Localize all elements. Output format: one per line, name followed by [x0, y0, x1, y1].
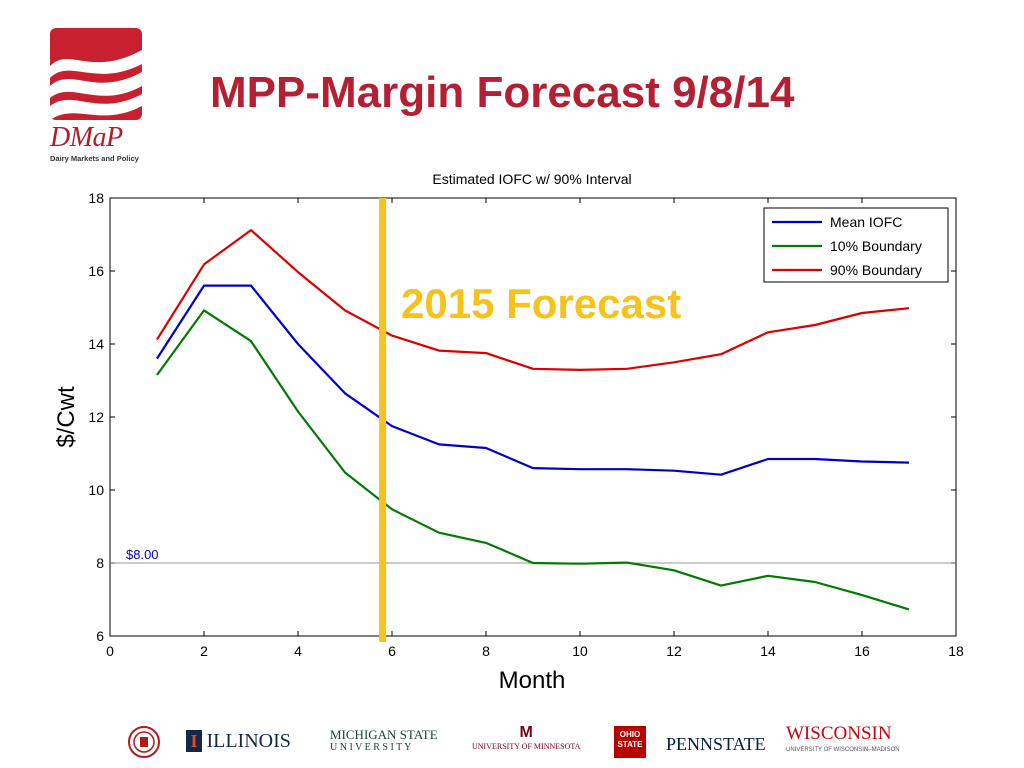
- y-tick-label: 18: [88, 190, 104, 206]
- x-axis-label: Month: [499, 667, 566, 694]
- legend-label: 90% Boundary: [830, 262, 922, 278]
- reference-label: $8.00: [126, 547, 159, 562]
- x-tick-label: 2: [200, 643, 208, 659]
- x-tick-label: 10: [572, 643, 588, 659]
- illinois-i-icon: I: [186, 730, 202, 752]
- dmap-logo: DMaP Dairy Markets and Policy: [50, 28, 146, 168]
- footer-logos: I ILLINOIS MICHIGAN STATE U N I V E R S …: [0, 720, 1024, 768]
- x-tick-label: 0: [106, 643, 114, 659]
- wisconsin-sub: UNIVERSITY OF WISCONSIN–MADISON: [786, 747, 900, 753]
- ohio-state-wordmark: OHIO STATE: [614, 726, 646, 758]
- y-tick-label: 12: [88, 409, 104, 425]
- pennstate-logo: PENNSTATE: [666, 734, 766, 755]
- x-tick-label: 18: [948, 643, 964, 659]
- legend-label: Mean IOFC: [830, 214, 902, 230]
- minnesota-logo: M UNIVERSITY OF MINNESOTA: [472, 724, 580, 751]
- msu-logo: MICHIGAN STATE U N I V E R S I T Y: [330, 728, 438, 754]
- slide-title: MPP-Margin Forecast 9/8/14: [210, 68, 795, 117]
- wave-logo-icon: [50, 28, 142, 120]
- x-tick-label: 4: [294, 643, 302, 659]
- iofc-chart: Estimated IOFC w/ 90% Interval 0 2 4 6 8 10 12…: [53, 171, 964, 694]
- x-tick-label: 12: [666, 643, 682, 659]
- x-tick-label: 14: [760, 643, 776, 659]
- series-line-1: [156, 284, 910, 476]
- y-tick-label: 8: [96, 555, 104, 571]
- y-tick-label: 10: [88, 482, 104, 498]
- series-line-2: [156, 309, 910, 611]
- chart-title: Estimated IOFC w/ 90% Interval: [432, 171, 631, 187]
- logo-tagline: Dairy Markets and Policy: [50, 154, 139, 163]
- minnesota-m-icon: M: [519, 724, 533, 741]
- msu-wordmark: MICHIGAN STATE: [330, 727, 438, 742]
- illinois-logo: I ILLINOIS: [186, 730, 291, 753]
- legend-label: 10% Boundary: [830, 238, 922, 254]
- wisconsin-wordmark: WISCONSIN: [786, 723, 892, 744]
- y-tick-label: 16: [88, 263, 104, 279]
- pennstate-wordmark: PENNSTATE: [666, 734, 766, 754]
- x-tick-label: 6: [388, 643, 396, 659]
- y-axis-label: $/Cwt: [53, 386, 80, 448]
- x-tick-label: 8: [482, 643, 490, 659]
- wisconsin-logo: WISCONSIN UNIVERSITY OF WISCONSIN–MADISO…: [786, 723, 900, 758]
- y-tick-label: 14: [88, 336, 104, 352]
- x-tick-label: 16: [854, 643, 870, 659]
- cornell-seal-icon: [128, 726, 160, 763]
- msu-university: U N I V E R S I T Y: [330, 742, 412, 753]
- forecast-label: 2015 Forecast: [401, 280, 681, 327]
- series-line-3: [156, 229, 910, 371]
- logo-wordmark: DMaP: [50, 122, 123, 153]
- illinois-wordmark: ILLINOIS: [206, 730, 291, 752]
- y-tick-label: 6: [96, 628, 104, 644]
- minnesota-wordmark: UNIVERSITY OF MINNESOTA: [472, 742, 581, 751]
- ohio-state-logo: OHIO STATE: [614, 726, 646, 758]
